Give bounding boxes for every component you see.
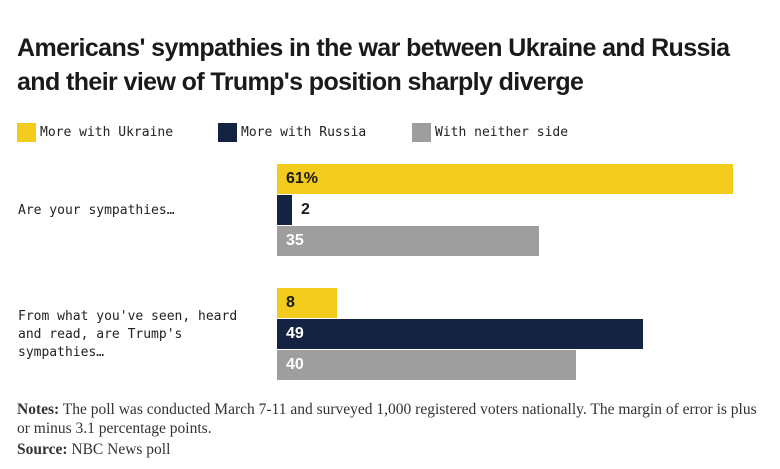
bar-neither-2: [277, 350, 577, 380]
bar-neither-1: [277, 226, 539, 256]
legend-item-neither: With neither side: [412, 123, 568, 142]
bar-russia-2: [277, 319, 644, 349]
bar-label-neither-2: 40: [286, 356, 304, 373]
bar-russia-1: [277, 195, 292, 225]
legend-label-neither: With neither side: [435, 125, 569, 140]
legend-item-russia: More with Russia: [218, 123, 366, 142]
bar-label-russia-1: 2: [300, 201, 310, 218]
bar-label-neither-1: 35: [286, 232, 304, 249]
bar-ukraine-2: [277, 288, 337, 318]
bar-ukraine-1: [277, 164, 733, 194]
bar-label-ukraine-1: 61%: [286, 170, 319, 187]
bar-label-russia-2: 49: [286, 325, 304, 342]
category-label-trump-sympathies: From what you've seen, heard and read, a…: [18, 309, 238, 360]
bar-label-ukraine-2: 8: [286, 294, 295, 311]
category-label-sympathies: Are your sympathies…: [18, 203, 175, 218]
legend-item-ukraine: More with Ukraine: [17, 123, 173, 142]
legend-swatch-neither: [412, 123, 431, 142]
chart-notes: Notes: The poll was conducted March 7-11…: [17, 400, 767, 438]
notes-label: Notes:: [17, 401, 60, 418]
legend-swatch-ukraine: [17, 123, 36, 142]
notes-text: The poll was conducted March 7-11 and su…: [17, 401, 757, 437]
chart-source: Source: NBC News poll: [17, 440, 170, 459]
legend-label-ukraine: More with Ukraine: [40, 125, 174, 140]
chart-title: Americans' sympathies in the war between…: [17, 34, 730, 96]
source-label: Source:: [17, 441, 68, 458]
legend-label-russia: More with Russia: [241, 125, 367, 140]
source-text: NBC News poll: [67, 441, 171, 458]
legend-swatch-russia: [218, 123, 237, 142]
